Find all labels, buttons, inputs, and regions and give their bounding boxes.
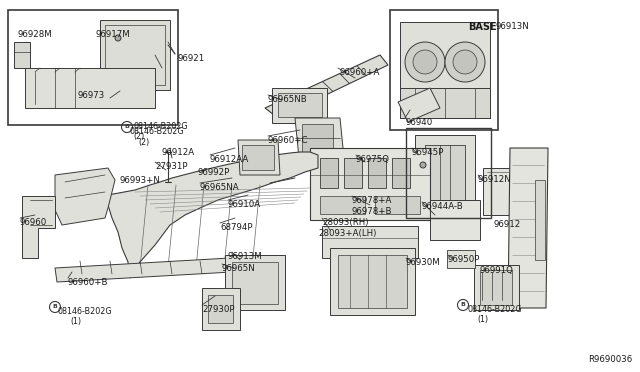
Polygon shape	[508, 148, 548, 308]
Polygon shape	[302, 124, 333, 162]
Bar	[320, 196, 365, 214]
Text: 96921: 96921	[178, 54, 205, 63]
Text: 96993+N: 96993+N	[120, 176, 161, 185]
Text: 28093+A(LH): 28093+A(LH)	[318, 229, 376, 238]
Bar	[390, 10, 498, 130]
Polygon shape	[25, 68, 155, 108]
Polygon shape	[55, 168, 115, 225]
Text: 96978+A: 96978+A	[352, 196, 392, 205]
Text: 08146-B202G: 08146-B202G	[467, 305, 522, 314]
Text: 96991Q: 96991Q	[480, 266, 514, 275]
Circle shape	[453, 50, 477, 74]
Circle shape	[115, 35, 121, 41]
Text: B: B	[52, 305, 58, 310]
Text: B: B	[125, 125, 129, 129]
Text: 96960+C: 96960+C	[268, 136, 308, 145]
Bar	[474, 265, 519, 310]
Polygon shape	[22, 196, 55, 258]
Text: R9690036: R9690036	[588, 355, 632, 364]
Text: 96912A: 96912A	[162, 148, 195, 157]
Bar	[447, 250, 475, 268]
Text: 96965NA: 96965NA	[200, 183, 239, 192]
Text: 96973: 96973	[78, 91, 105, 100]
Text: 96912: 96912	[494, 220, 521, 229]
Text: 96940: 96940	[405, 118, 432, 127]
Bar	[368, 158, 386, 188]
Text: 96912AA: 96912AA	[210, 155, 249, 164]
Text: 96965NB: 96965NB	[268, 95, 308, 104]
Text: 96945P: 96945P	[412, 148, 444, 157]
Bar	[400, 88, 490, 118]
Bar	[392, 158, 410, 188]
Polygon shape	[100, 20, 170, 90]
Circle shape	[445, 42, 485, 82]
Text: 28093(RH): 28093(RH)	[322, 218, 369, 227]
Circle shape	[413, 50, 437, 74]
Polygon shape	[55, 258, 232, 282]
Text: 96960+A: 96960+A	[340, 68, 380, 77]
Text: 96978+B: 96978+B	[352, 207, 392, 216]
Polygon shape	[338, 255, 407, 308]
Text: 96975Q: 96975Q	[356, 155, 390, 164]
Bar	[225, 255, 285, 310]
Circle shape	[458, 299, 468, 311]
Text: 96944A-B: 96944A-B	[422, 202, 464, 211]
Text: 96950P: 96950P	[448, 255, 481, 264]
Polygon shape	[483, 168, 530, 215]
Text: 68794P: 68794P	[220, 223, 253, 232]
Polygon shape	[398, 88, 440, 122]
Text: 08146-B202G: 08146-B202G	[130, 127, 184, 136]
Text: 08146-B202G: 08146-B202G	[133, 122, 188, 131]
Text: 96913N: 96913N	[495, 22, 529, 31]
Polygon shape	[310, 148, 430, 220]
Circle shape	[420, 162, 426, 168]
Text: 27930P: 27930P	[202, 305, 234, 314]
Bar	[375, 196, 420, 214]
Text: B: B	[461, 302, 465, 308]
Text: 96910A: 96910A	[228, 200, 261, 209]
Bar	[8, 10, 178, 125]
Polygon shape	[14, 42, 30, 68]
Bar	[406, 128, 491, 218]
Bar	[232, 262, 278, 304]
Bar	[344, 158, 362, 188]
Text: 96917M: 96917M	[95, 30, 130, 39]
Polygon shape	[322, 226, 418, 258]
Circle shape	[405, 42, 445, 82]
Polygon shape	[415, 135, 475, 210]
Polygon shape	[430, 200, 480, 240]
Polygon shape	[295, 118, 345, 168]
Polygon shape	[265, 55, 388, 118]
Text: (2): (2)	[138, 138, 149, 147]
Polygon shape	[400, 22, 490, 118]
Bar	[320, 158, 338, 188]
Circle shape	[49, 301, 61, 312]
Text: 96913M: 96913M	[228, 252, 263, 261]
Text: BASE: BASE	[468, 22, 497, 32]
Bar	[278, 93, 322, 117]
Text: 96930M: 96930M	[406, 258, 441, 267]
Polygon shape	[108, 152, 318, 278]
Text: (1): (1)	[70, 317, 81, 326]
Bar	[535, 180, 545, 260]
Bar	[272, 88, 327, 123]
Text: 96928M: 96928M	[18, 30, 52, 39]
Polygon shape	[242, 145, 274, 170]
Text: 27931P: 27931P	[155, 162, 188, 171]
Polygon shape	[330, 248, 415, 315]
Text: (1): (1)	[477, 315, 488, 324]
Text: 96960: 96960	[20, 218, 47, 227]
Polygon shape	[238, 140, 280, 175]
Text: 08146-B202G: 08146-B202G	[58, 307, 113, 316]
Text: (2): (2)	[133, 132, 144, 141]
Bar	[202, 288, 240, 330]
Text: 96912N: 96912N	[478, 175, 512, 184]
Bar	[480, 270, 512, 305]
Bar	[208, 295, 233, 323]
Text: 96960+B: 96960+B	[68, 278, 109, 287]
Text: 96965N: 96965N	[222, 264, 256, 273]
Polygon shape	[425, 145, 465, 200]
Circle shape	[122, 122, 132, 132]
Text: 96992P: 96992P	[198, 168, 230, 177]
